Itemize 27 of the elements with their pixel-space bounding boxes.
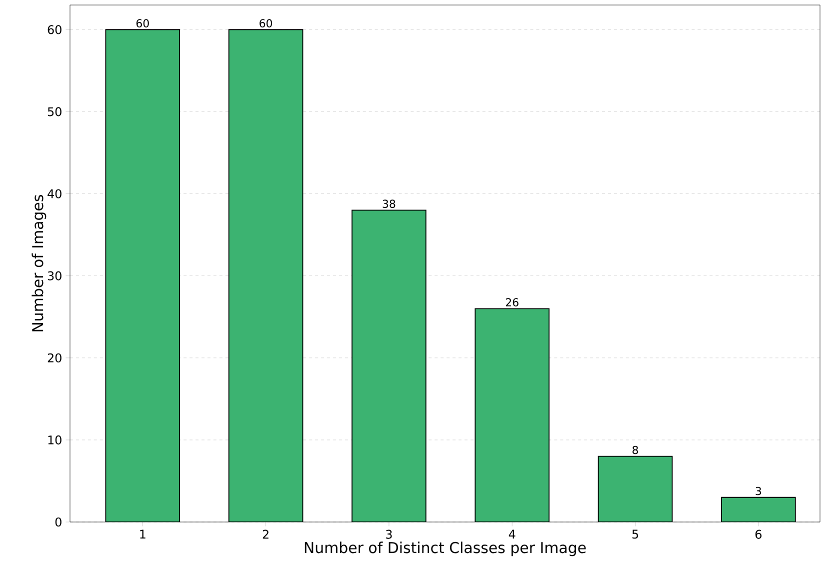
- bar: [598, 456, 673, 522]
- data-label: 60: [260, 19, 272, 28]
- x-tick-label: 6: [755, 530, 762, 539]
- y-axis-title: Number of Images: [32, 194, 46, 332]
- data-label: 3: [756, 486, 762, 496]
- data-label: 26: [506, 298, 518, 306]
- bar: [352, 210, 426, 522]
- y-tick-label: 0: [55, 517, 62, 527]
- x-tick-label: 3: [386, 530, 392, 539]
- bar: [228, 29, 304, 522]
- y-tick-label: 60: [48, 25, 62, 34]
- data-label: 60: [136, 19, 149, 28]
- x-tick-label: 2: [262, 530, 268, 539]
- bar: [475, 308, 550, 522]
- y-tick-label: 10: [48, 435, 62, 444]
- x-tick-label: 4: [508, 530, 516, 538]
- y-tick-label: 50: [48, 107, 62, 116]
- y-tick-label: 20: [48, 353, 62, 362]
- x-tick-label: 5: [632, 530, 638, 539]
- data-label: 38: [382, 200, 396, 208]
- y-tick-label: 40: [48, 189, 62, 198]
- x-axis-title: Number of Distinct Classes per Image: [304, 542, 586, 556]
- bar: [105, 29, 180, 522]
- y-tick-label: 30: [48, 271, 62, 280]
- x-tick-label: 1: [140, 530, 146, 538]
- data-label: 8: [632, 446, 638, 454]
- bar: [721, 496, 796, 522]
